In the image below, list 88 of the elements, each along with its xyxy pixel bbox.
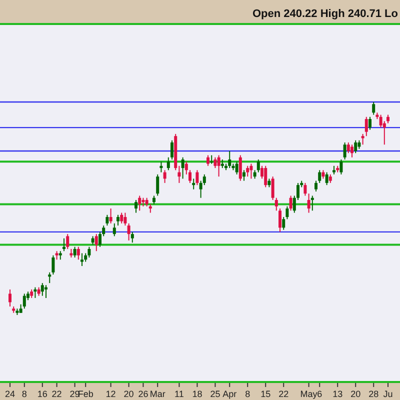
candlestick xyxy=(246,165,250,178)
candlestick xyxy=(256,159,260,173)
candlestick xyxy=(361,133,364,146)
candlestick xyxy=(242,170,246,182)
candlestick xyxy=(120,212,124,224)
candlestick xyxy=(192,178,196,190)
candlestick xyxy=(264,165,268,188)
candlestick xyxy=(73,246,76,258)
candlestick xyxy=(196,170,199,186)
x-tick-label: 8 xyxy=(22,389,27,399)
x-tick-label: 20 xyxy=(350,389,361,399)
candlestick xyxy=(282,216,286,230)
x-tick-label: May xyxy=(300,389,318,399)
candlestick xyxy=(214,156,217,169)
x-tick-label: Mar xyxy=(150,389,166,399)
x-tick-label: 6 xyxy=(317,389,322,399)
candlestick xyxy=(8,288,12,307)
candlestick xyxy=(350,144,354,158)
candlestick xyxy=(228,150,232,169)
candlestick xyxy=(127,222,130,241)
candlestick xyxy=(368,116,372,130)
candlestick xyxy=(206,154,210,166)
x-tick-label: Feb xyxy=(78,389,94,399)
candlestick xyxy=(130,231,134,244)
x-tick-label: 28 xyxy=(368,389,379,399)
x-tick-label: 13 xyxy=(332,389,343,399)
candlestick xyxy=(170,140,174,160)
candlestick xyxy=(156,174,160,196)
candlestick xyxy=(325,172,328,186)
x-tick-label: 12 xyxy=(106,389,116,399)
candlestick xyxy=(88,246,91,258)
candlestick xyxy=(160,161,163,173)
candlestick xyxy=(166,156,170,171)
candlestick xyxy=(307,193,310,214)
candlestick xyxy=(343,142,346,160)
candlestick xyxy=(354,140,358,154)
candlestick xyxy=(278,208,282,232)
x-tick-label: 11 xyxy=(174,389,184,399)
x-tick-label: 18 xyxy=(192,389,202,399)
text: Open 240.22 High 240.71 Lo xyxy=(252,8,398,20)
x-tick-label: 22 xyxy=(278,389,289,399)
candlestick xyxy=(274,197,278,212)
candlestick xyxy=(116,214,120,226)
candlestick xyxy=(235,161,238,175)
x-tick-label: 16 xyxy=(37,389,48,399)
candlestick xyxy=(217,154,220,178)
candlestick xyxy=(94,234,98,252)
x-tick-label: Apr xyxy=(222,389,237,399)
candlestick xyxy=(76,246,80,260)
candlestick xyxy=(109,208,112,224)
candlestick xyxy=(66,234,70,250)
candlestick xyxy=(346,142,350,154)
candlestick xyxy=(40,282,44,296)
candlestick xyxy=(314,180,318,192)
candlestick xyxy=(340,159,343,175)
candlestick xyxy=(286,206,289,220)
x-tick-label: 22 xyxy=(52,389,62,399)
x-tick-label: 15 xyxy=(260,389,271,399)
candlestick xyxy=(310,195,314,212)
candlestick xyxy=(318,170,322,184)
candlestick xyxy=(138,195,142,212)
x-tick-label: 8 xyxy=(245,389,250,399)
x-tick-label: 20 xyxy=(124,389,134,399)
x-tick-label: 24 xyxy=(4,389,16,399)
candlestick xyxy=(106,214,109,226)
candlestick xyxy=(80,252,84,267)
candlestick xyxy=(34,286,37,298)
x-tick-label: 29 xyxy=(70,389,80,399)
candlestick xyxy=(181,156,184,180)
candlestick xyxy=(250,163,253,180)
x-tick-label: Ju xyxy=(383,389,393,399)
candlestick xyxy=(112,222,116,237)
candlestick xyxy=(52,254,55,276)
candlestick xyxy=(134,199,138,214)
x-tick-label: 25 xyxy=(210,389,220,399)
candlestick xyxy=(372,102,376,116)
x-tick-label: 26 xyxy=(138,389,148,399)
candlestick xyxy=(124,212,127,226)
candlestick xyxy=(238,154,242,182)
candlestick xyxy=(163,170,166,184)
candlestick xyxy=(289,195,292,212)
candlestick xyxy=(271,176,274,200)
candlestick xyxy=(44,284,48,298)
candlestick xyxy=(62,238,66,252)
candlestick xyxy=(48,272,52,284)
candlestick xyxy=(304,182,307,196)
candlestick xyxy=(364,116,368,137)
candlestick xyxy=(22,293,26,310)
